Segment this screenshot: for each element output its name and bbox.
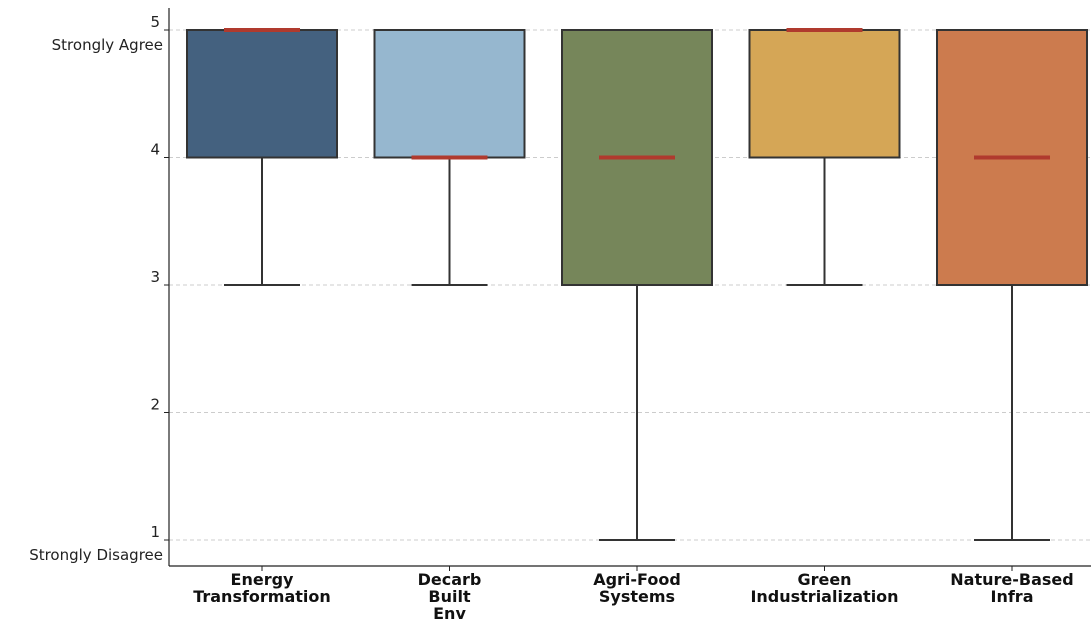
box-iqr <box>186 29 338 159</box>
y-anchor-label-top: Strongly Agree <box>52 36 163 54</box>
axes <box>164 8 1091 571</box>
x-tick-label-line: Env <box>433 604 466 623</box>
y-tick-label: 4 <box>150 141 160 159</box>
x-tick-label-line: Nature-Based <box>950 570 1073 589</box>
box-nature-based-infra <box>936 29 1088 541</box>
x-tick-label-line: Energy <box>231 570 295 589</box>
y-anchor-label-bottom: Strongly Disagree <box>29 546 163 564</box>
x-tick-label-line: Agri-Food <box>593 570 681 589</box>
labels-layer: 1 2 3 4 5 Strongly Agree Strongly Disagree Ener… <box>29 13 1074 623</box>
y-tick-label: 3 <box>150 268 160 286</box>
x-tick-label-line: Transformation <box>193 587 331 606</box>
x-tick-label: Agri-Food Systems <box>593 570 681 606</box>
x-tick-label-line: Industrialization <box>750 587 898 606</box>
y-tick-label: 5 <box>150 13 160 31</box>
x-tick-label: Energy Transformation <box>193 570 331 606</box>
x-tick-label: Nature-Based Infra <box>950 570 1073 606</box>
x-tick-label-line: Green <box>797 570 851 589</box>
x-tick-label-line: Built <box>428 587 471 606</box>
box-iqr <box>373 29 526 159</box>
box-decarb-built-env <box>373 29 526 286</box>
y-tick-label: 2 <box>150 396 160 414</box>
x-tick-label-line: Infra <box>991 587 1034 606</box>
boxes-layer <box>186 28 1088 541</box>
box-iqr <box>748 29 901 159</box>
y-tick-label: 1 <box>150 523 160 541</box>
box-agri-food-systems <box>561 29 713 541</box>
x-tick-label-line: Systems <box>599 587 675 606</box>
box-energy-transformation <box>186 28 338 286</box>
x-tick-label: Green Industrialization <box>750 570 898 606</box>
box-green-industrialization <box>748 28 901 286</box>
x-tick-label: Decarb Built Env <box>418 570 482 623</box>
x-tick-label-line: Decarb <box>418 570 482 589</box>
